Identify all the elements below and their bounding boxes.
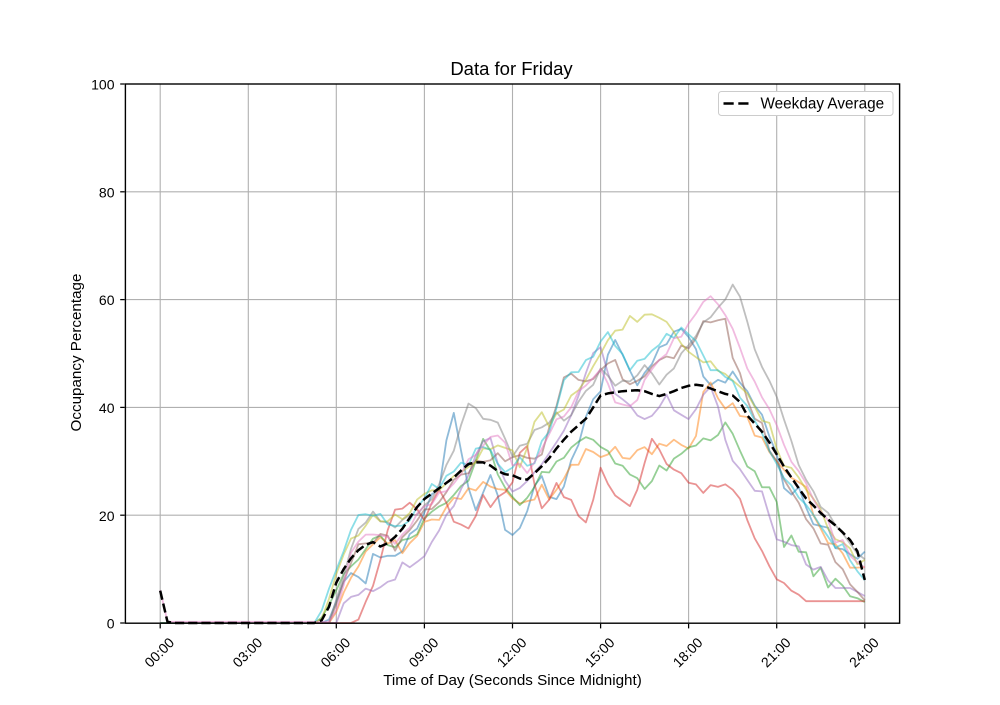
svg-text:Weekday Average: Weekday Average (761, 96, 885, 113)
svg-text:60: 60 (99, 292, 115, 308)
svg-text:100: 100 (91, 77, 115, 93)
svg-text:20: 20 (99, 508, 115, 524)
svg-text:Time of Day (Seconds Since Mid: Time of Day (Seconds Since Midnight) (383, 672, 642, 689)
svg-text:Occupancy Percentage: Occupancy Percentage (68, 274, 85, 432)
svg-text:40: 40 (99, 400, 115, 416)
svg-text:Data for Friday: Data for Friday (450, 58, 573, 79)
svg-text:0: 0 (107, 616, 115, 632)
svg-text:80: 80 (99, 184, 115, 200)
